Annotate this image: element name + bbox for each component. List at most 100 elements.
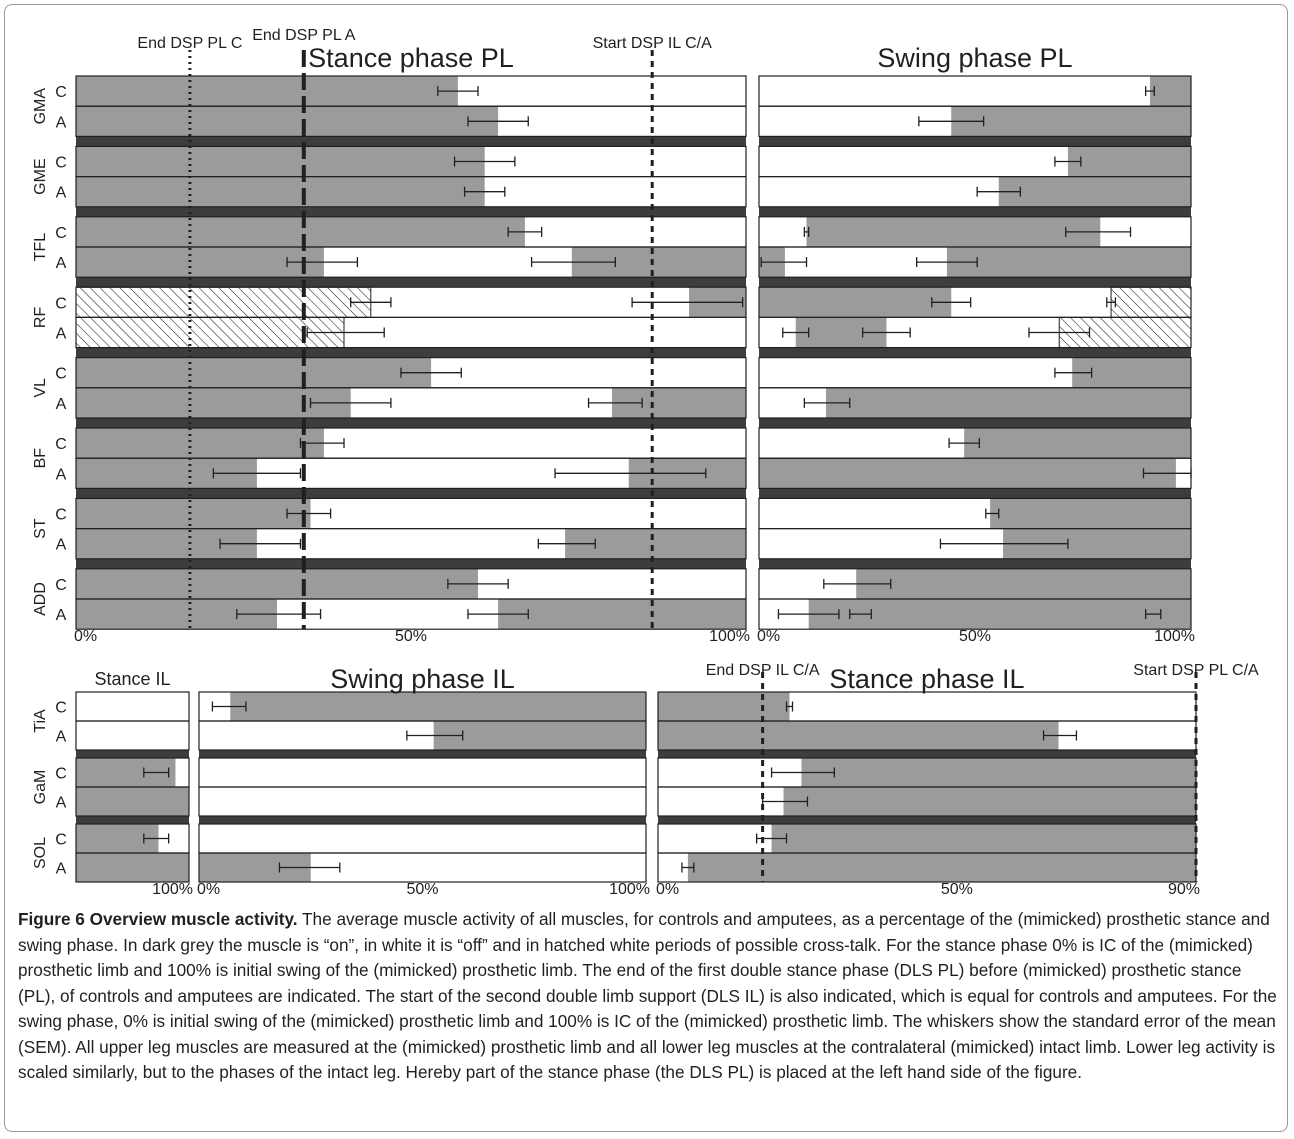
muscle-separator <box>759 277 1191 288</box>
on-bar <box>964 428 1191 459</box>
on-bar <box>946 247 1191 278</box>
on-bar <box>759 287 952 318</box>
group-label: C <box>55 700 67 717</box>
axis-tick-label: 100% <box>1154 628 1195 645</box>
axis-tick-label: 0% <box>197 881 220 898</box>
muscle-name-label: GMA <box>32 88 49 125</box>
on-bar <box>76 247 324 278</box>
muscle-separator <box>658 750 1196 758</box>
row-outline <box>657 720 1197 751</box>
group-label: A <box>56 861 67 878</box>
panel-title: Swing phase PL <box>877 43 1072 73</box>
group-label: C <box>55 766 67 783</box>
row-outline <box>75 316 747 349</box>
group-label: A <box>56 537 67 554</box>
axis-tick-label: 50% <box>941 881 973 898</box>
caption-heading: Figure 6 Overview muscle activity. <box>18 909 298 929</box>
on-bar <box>76 387 351 418</box>
row-outline <box>758 387 1192 419</box>
group-label: A <box>56 396 67 413</box>
axis-tick-label: 0% <box>757 628 780 645</box>
muscle-separator <box>76 136 746 147</box>
muscle-name-label: ADD <box>32 582 49 616</box>
row-outline <box>75 105 747 137</box>
group-label: A <box>56 795 67 812</box>
row-outline <box>75 527 747 560</box>
on-bar <box>76 146 485 177</box>
on-bar <box>76 216 525 247</box>
panel-title: Swing phase IL <box>330 664 515 694</box>
on-bar <box>759 458 1176 489</box>
group-label: C <box>55 366 67 383</box>
muscle-separator <box>759 136 1191 147</box>
muscle-separator <box>199 750 646 758</box>
on-bar <box>230 692 647 721</box>
row-outline <box>75 457 747 490</box>
group-label: A <box>56 466 67 483</box>
muscle-name-label: TiA <box>32 709 49 733</box>
row-outline <box>758 246 1192 278</box>
on-bar <box>433 721 646 750</box>
row-outline <box>657 786 1197 817</box>
group-label: C <box>55 436 67 453</box>
row-outline <box>758 176 1192 208</box>
muscle-name-label: VL <box>32 378 49 398</box>
group-label: A <box>56 326 67 343</box>
crosstalk-hatch <box>75 286 372 318</box>
axis-tick-label: 0% <box>74 628 97 645</box>
row-outline <box>758 527 1192 560</box>
panel-title: Stance phase IL <box>829 664 1024 694</box>
group-label: A <box>56 607 67 624</box>
on-bar <box>951 106 1191 137</box>
row-outline <box>75 176 747 208</box>
axis-tick-label: 100% <box>609 881 650 898</box>
on-bar <box>771 824 1196 853</box>
phase-marker-label: End DSP IL C/A <box>706 662 820 679</box>
phase-marker-label: Start DSP IL C/A <box>593 35 712 52</box>
group-label: C <box>55 225 67 242</box>
row-outline <box>657 852 1197 883</box>
figure-frame <box>4 4 1288 1132</box>
muscle-name-label: ST <box>32 518 49 539</box>
muscle-name-label: GaM <box>32 770 49 805</box>
axis-tick-label: 0% <box>656 881 679 898</box>
on-bar <box>687 853 1196 882</box>
row-outline <box>75 246 747 278</box>
on-bar <box>498 599 746 630</box>
on-bar <box>76 176 485 207</box>
row-outline <box>75 852 190 883</box>
muscle-separator <box>76 277 746 288</box>
group-label: A <box>56 114 67 131</box>
on-bar <box>658 721 1059 750</box>
group-label: C <box>55 507 67 524</box>
group-label: A <box>56 255 67 272</box>
muscle-separator <box>199 816 646 824</box>
axis-tick-label: 100% <box>152 881 193 898</box>
on-bar <box>856 568 1191 599</box>
muscle-separator <box>76 750 189 758</box>
muscle-separator <box>76 418 746 428</box>
axis-tick-label: 100% <box>709 628 750 645</box>
muscle-name-label: BF <box>32 448 49 469</box>
muscle-name-label: SOL <box>32 837 49 869</box>
phase-marker-label: Start DSP PL C/A <box>1133 662 1259 679</box>
on-bar <box>1149 76 1191 107</box>
caption-text: The average muscle activity of all muscl… <box>18 909 1277 1082</box>
muscle-separator <box>759 558 1191 569</box>
label-layer: End DSP PL C End DSP PL A Start DSP IL C/A… <box>32 27 1259 898</box>
axis-tick-label: 50% <box>395 628 427 645</box>
on-bar <box>658 692 790 721</box>
group-label: C <box>55 155 67 172</box>
on-bar <box>806 216 1101 247</box>
axis-tick-label: 50% <box>406 881 438 898</box>
row-outline <box>198 852 647 883</box>
crosstalk-hatch <box>1110 286 1192 318</box>
figure-caption: Figure 6 Overview muscle activity. The a… <box>18 907 1280 1086</box>
group-label: C <box>55 84 67 101</box>
phase-marker-label: End DSP PL C <box>137 35 242 52</box>
muscle-separator <box>759 488 1191 499</box>
on-bar <box>76 76 458 107</box>
muscle-separator <box>76 206 746 217</box>
muscle-name-label: GME <box>32 158 49 194</box>
row-outline <box>198 720 647 751</box>
